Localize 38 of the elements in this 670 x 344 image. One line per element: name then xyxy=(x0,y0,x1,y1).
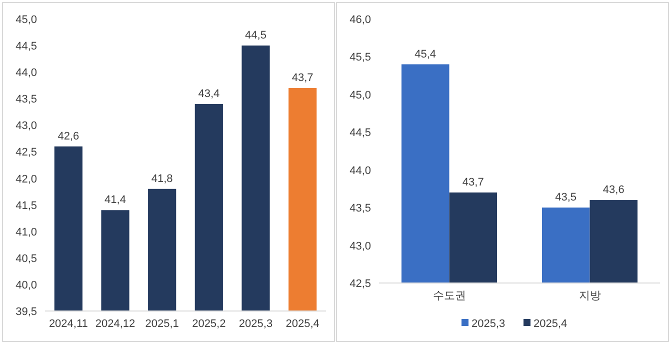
y-tick-label: 41,5 xyxy=(16,200,37,212)
y-tick-label: 43,5 xyxy=(350,202,371,215)
data-label: 43,5 xyxy=(555,192,577,204)
y-tick-label: 45,5 xyxy=(350,52,371,64)
y-tick-label: 40,5 xyxy=(16,252,37,265)
x-tick-label: 2024,11 xyxy=(48,318,88,330)
y-tick-label: 40,0 xyxy=(16,279,37,292)
y-tick-label: 45,0 xyxy=(350,89,371,102)
y-tick-label: 44,0 xyxy=(16,67,37,80)
data-label: 43,7 xyxy=(462,176,484,188)
x-tick-label: 2025,2 xyxy=(192,318,226,330)
y-tick-label: 44,5 xyxy=(16,40,37,53)
y-tick-label: 42,5 xyxy=(350,278,371,290)
data-label: 45,4 xyxy=(414,48,436,60)
y-tick-label: 44,5 xyxy=(350,127,371,140)
data-label: 43,4 xyxy=(198,88,220,100)
data-label: 42,6 xyxy=(58,130,80,142)
y-tick-label: 39,5 xyxy=(16,306,37,318)
y-tick-label: 41,0 xyxy=(16,226,37,238)
y-tick-label: 42,0 xyxy=(16,173,37,186)
data-label: 41,4 xyxy=(104,194,126,206)
x-tick-label: 수도권 xyxy=(432,290,466,302)
data-label: 43,6 xyxy=(602,184,624,196)
y-tick-label: 45,0 xyxy=(16,14,37,26)
x-tick-label: 2025,4 xyxy=(286,318,320,330)
x-tick-label: 2025,3 xyxy=(238,318,273,330)
data-label: 41,8 xyxy=(151,172,173,185)
y-tick-label: 46,0 xyxy=(350,14,371,26)
x-tick-label: 2025,1 xyxy=(145,318,179,330)
x-tick-label: 2024,12 xyxy=(95,318,136,330)
y-tick-label: 43,0 xyxy=(350,240,371,252)
y-tick-label: 43,5 xyxy=(16,94,37,106)
data-label: 44,5 xyxy=(245,30,266,42)
data-label: 43,7 xyxy=(292,72,314,84)
y-tick-label: 44,0 xyxy=(350,164,371,177)
y-tick-label: 42,5 xyxy=(16,146,37,159)
y-tick-label: 43,0 xyxy=(16,120,37,132)
x-tick-label: 지방 xyxy=(578,290,601,302)
